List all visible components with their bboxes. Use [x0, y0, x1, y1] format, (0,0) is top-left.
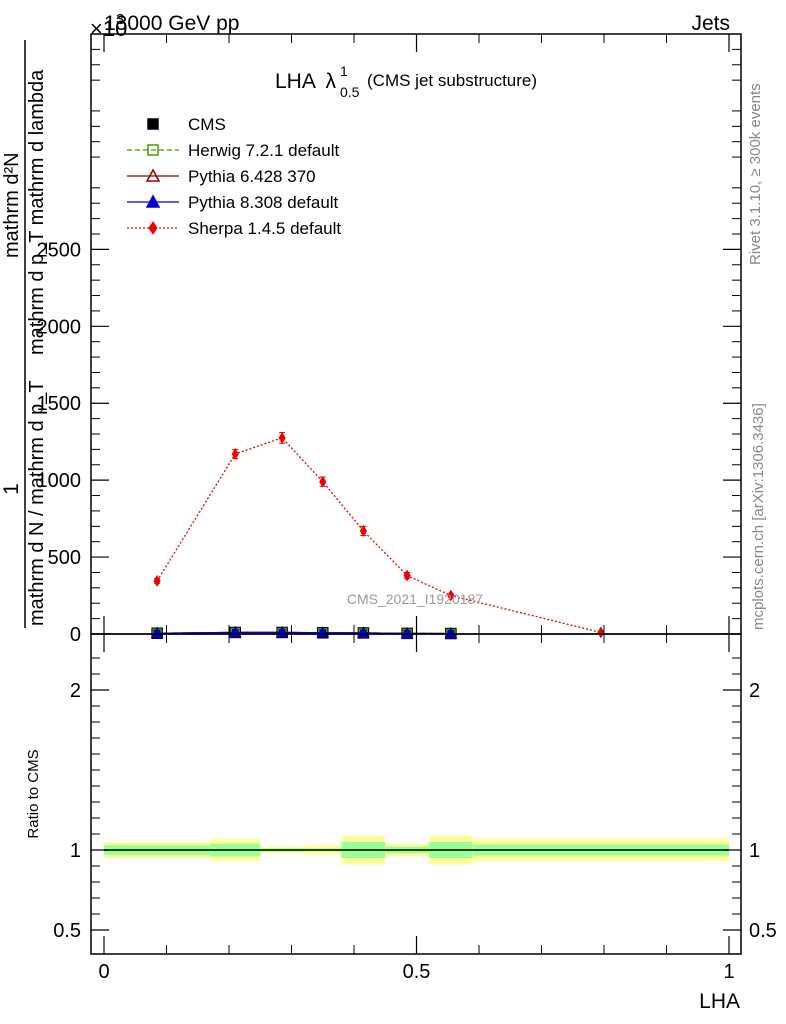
- ratio-tick-label-right: 1: [749, 840, 760, 862]
- ratio-tick-label: 2: [70, 680, 81, 702]
- legend-item: Herwig 7.2.1 default: [127, 141, 339, 160]
- ylabel-denominator: mathrm d p_T mathrm d lambda: [26, 69, 48, 355]
- ratio-tick-label: 1: [70, 840, 81, 862]
- main-y-axis-ticks: 0 500 1000 1500 2000 2500: [37, 48, 741, 646]
- legend-item: CMS: [147, 115, 226, 134]
- chart-subtitle: (CMS jet substructure): [367, 71, 537, 90]
- diamond-marker: [148, 221, 158, 235]
- x-axis-label: LHA: [699, 990, 740, 1013]
- triangle-marker: [400, 626, 414, 639]
- ylabel-numerator: mathrm d²N: [1, 152, 23, 258]
- legend-item: Pythia 6.428 370: [127, 167, 316, 186]
- chart-title-main: LHA: [275, 70, 316, 93]
- diamond-marker: [153, 574, 161, 587]
- diamond-marker: [447, 589, 455, 602]
- ylabel-prefix-num: 1: [0, 483, 23, 495]
- exponent-power: 3: [116, 11, 124, 28]
- legend-label: Pythia 6.428 370: [188, 167, 316, 186]
- x-axis-ticks: 0 0.5 1: [98, 34, 735, 983]
- legend-label: Herwig 7.2.1 default: [188, 141, 339, 160]
- legend: CMS Herwig 7.2.1 default Pythia 6.428 370 P…: [127, 115, 341, 238]
- triangle-marker: [145, 168, 161, 182]
- rivet-label: Rivet 3.1.10, ≥ 300k events: [747, 83, 764, 265]
- triangle-marker: [444, 626, 458, 639]
- exponent-label: ×10: [90, 16, 127, 41]
- legend-item: Sherpa 1.4.5 default: [127, 219, 341, 238]
- chart-title-sub: 0.5: [340, 84, 360, 100]
- diamond-marker: [359, 524, 367, 537]
- energy-label: 13000 GeV pp: [104, 12, 239, 35]
- diamond-marker: [597, 626, 605, 639]
- y-tick-label: 0: [70, 624, 81, 646]
- legend-label: Sherpa 1.4.5 default: [188, 219, 341, 238]
- diamond-marker: [231, 448, 239, 460]
- ratio-tick-label: 0.5: [53, 920, 81, 942]
- square-marker: [147, 118, 159, 130]
- ylabel-prefix-den: mathrm d N / mathrm d p_T: [26, 380, 48, 626]
- legend-label: Pythia 8.308 default: [188, 193, 339, 212]
- ratio-tick-label-right: 2: [749, 680, 760, 702]
- square-marker: [147, 144, 159, 156]
- y-tick-label: 1000: [37, 470, 82, 492]
- diamond-marker: [319, 475, 327, 488]
- main-series-group: [150, 431, 605, 640]
- chart-title-symbol: λ: [326, 70, 337, 93]
- chart-title-sup: 1: [340, 63, 348, 79]
- ratio-plot-frame: [90, 633, 742, 955]
- chart-title: LHA λ: [275, 70, 337, 93]
- legend-label: CMS: [188, 115, 226, 134]
- process-label: Jets: [691, 12, 730, 35]
- diamond-marker: [278, 431, 286, 444]
- analysis-watermark: CMS_2021_I1920187: [347, 591, 483, 607]
- y-tick-label: 1500: [37, 393, 82, 415]
- diamond-marker: [403, 569, 411, 582]
- x-tick-label: 0.5: [403, 961, 431, 983]
- triangle-marker: [145, 194, 161, 208]
- legend-item: Pythia 8.308 default: [127, 193, 339, 212]
- main-y-axis-label: 1 mathrm d N / mathrm d p_T mathrm d²N m…: [0, 40, 48, 628]
- y-tick-label: 2500: [37, 239, 82, 261]
- triangle-marker: [150, 626, 164, 638]
- ratio-tick-label-right: 0.5: [749, 920, 777, 942]
- series-sherpa-1-4-5-default: [153, 431, 605, 639]
- mcplots-label: mcplots.cern.ch [arXiv:1306.3436]: [750, 403, 767, 630]
- ratio-y-axis-ticks: 0.5 0.5 1 1 2 2: [53, 657, 777, 942]
- y-tick-label: 2000: [37, 316, 82, 338]
- series-line: [156, 437, 602, 634]
- x-tick-label: 0: [98, 961, 109, 983]
- x-tick-label: 1: [723, 961, 734, 983]
- y-tick-label: 500: [48, 547, 81, 569]
- ratio-y-axis-label: Ratio to CMS: [25, 749, 42, 838]
